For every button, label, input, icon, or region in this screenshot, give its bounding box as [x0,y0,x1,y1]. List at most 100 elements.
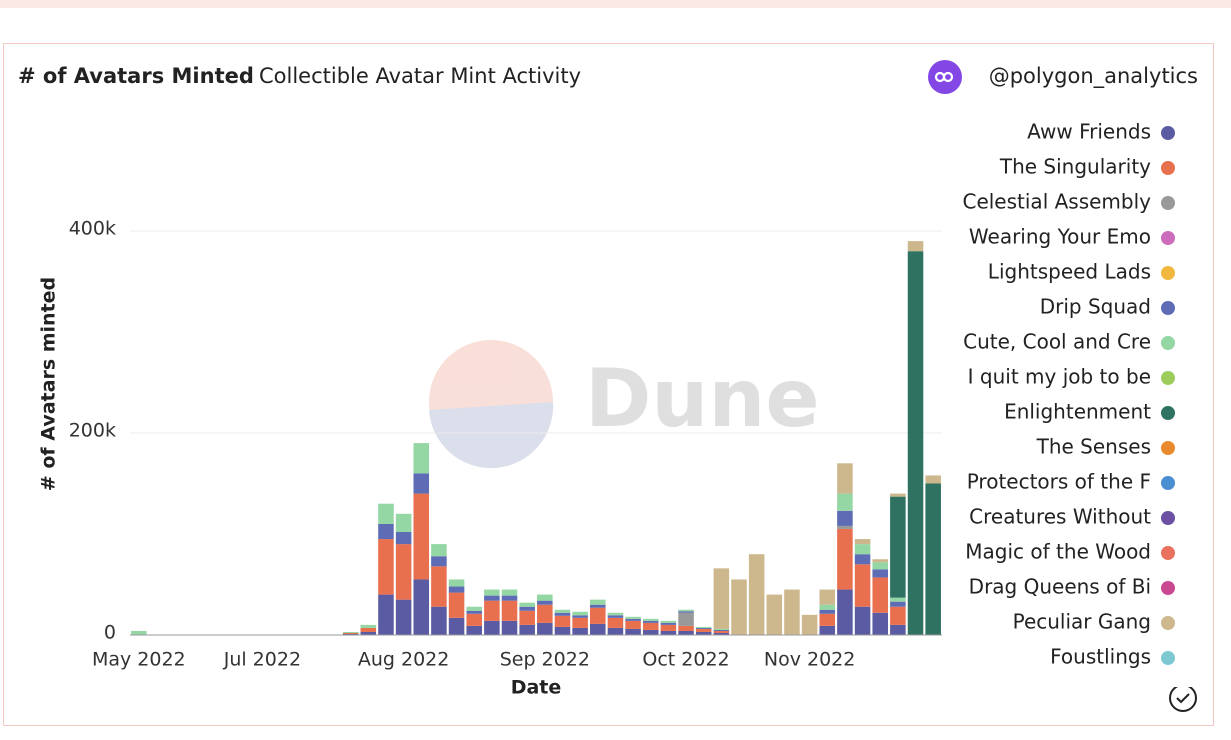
bar-segment [837,510,853,526]
check-mark [1176,693,1190,704]
bar-segment [466,606,482,611]
legend-swatch [1161,231,1175,245]
watermark-logo-half [429,402,554,469]
bar-segment [890,496,906,598]
bar-segment [342,633,359,635]
legend: Aww Friends The Singularity Celestial Asse… [948,112,1210,687]
bar-segment [554,609,571,613]
bar-segment [466,610,482,614]
bar-segment [466,625,482,635]
legend-item[interactable]: Enlightenment [1004,400,1175,424]
bar-segment [890,606,906,625]
bar-segment [484,620,500,635]
legend-label: Aww Friends [1027,120,1151,144]
legend-item[interactable]: Lightspeed Lads [988,260,1175,284]
author: @polygon_analytics [989,64,1198,89]
x-tick-label: May 2022 [92,649,186,671]
bar-segment [360,627,377,632]
legend-item[interactable]: Drag Queens of Bi [969,575,1175,599]
legend-item[interactable]: Celestial Assembly [962,190,1175,214]
legend-item[interactable]: The Singularity [999,155,1175,179]
bar-segment [642,622,659,630]
bar-segment [519,610,535,625]
bar-segment [890,493,906,497]
bar-segment [590,607,606,624]
bar-segment [678,630,694,635]
legend-item[interactable]: Drip Squad [1040,295,1175,319]
bar-segment [501,595,518,601]
bar-segment [854,539,871,545]
chart-subtitle: Collectible Avatar Mint Activity [259,64,581,88]
bar-segment [837,463,853,494]
bar-segment [925,483,941,635]
bar-segment [695,631,712,635]
bar-segment [537,622,553,635]
legend-label: Lightspeed Lads [988,260,1151,284]
bar-segment [131,630,147,635]
bar-segment [713,568,730,629]
legend-item[interactable]: The Senses [1036,435,1175,459]
y-tick-label: 200k [69,420,116,442]
bar-segment [607,615,624,618]
legend-item[interactable]: Creatures Without [969,505,1175,529]
bar-segment [925,475,941,484]
legend-label: Peculiar Gang [1013,610,1151,634]
bar-segment [590,623,606,635]
bar-segment [837,525,853,529]
bar-segment [590,604,606,608]
legend-swatch [1161,196,1175,210]
legend-label: Enlightenment [1004,400,1151,424]
legend-item[interactable]: Magic of the Wood [965,540,1175,564]
bar-segment [431,556,447,567]
legend-item[interactable]: I quit my job to be [968,365,1175,389]
bar-segment [695,627,712,629]
legend-swatch [1161,126,1175,140]
bar-segment [819,613,836,626]
legend-item[interactable]: Wearing Your Emo [969,225,1175,249]
legend-item[interactable]: Cute, Cool and Cre [963,330,1175,354]
watermark-text: Dune [585,352,820,445]
legend-swatch [1161,546,1175,560]
bar-segment [625,618,641,621]
bar-segment [448,586,465,593]
bar-segment [660,622,677,625]
x-tick-label: Nov 2022 [764,649,855,671]
bar-segment [678,612,694,626]
bar-segment [695,626,712,628]
legend-item[interactable]: Foustlings [1050,645,1175,669]
legend-label: Drag Queens of Bi [969,575,1151,599]
bar-segment [554,626,571,635]
bar-segment [537,600,553,605]
bar-segment [590,599,606,605]
bar-segment [466,613,482,626]
bar-segment [695,628,712,632]
bar-segment [484,600,500,621]
bar-segment [413,443,430,474]
bar-segment [431,544,447,557]
legend-item[interactable]: Peculiar Gang [1013,610,1175,634]
bar-segment [378,594,394,635]
bar-segment [660,620,677,623]
bar-segment [837,493,853,511]
legend-label: Magic of the Wood [965,540,1151,564]
bar-segment [784,589,800,635]
legend-item[interactable]: Aww Friends [1027,120,1175,144]
bar-segment [854,606,871,635]
legend-label: Drip Squad [1040,295,1151,319]
bar-segment [501,589,518,596]
legend-swatch [1161,581,1175,595]
bar-segment [625,616,641,619]
legend-item[interactable]: Protectors of the F [967,470,1175,494]
bar-segment [607,617,624,628]
bar-segment [448,592,465,618]
bar-segment [731,579,747,635]
legend-swatch [1161,161,1175,175]
bar-segment [537,604,553,623]
bar-segment [395,531,412,545]
y-tick-label: 400k [69,218,116,240]
bar-segment [625,620,641,629]
bar-segment [642,620,659,623]
bar-segment [554,612,571,616]
bar-segment [660,624,677,631]
